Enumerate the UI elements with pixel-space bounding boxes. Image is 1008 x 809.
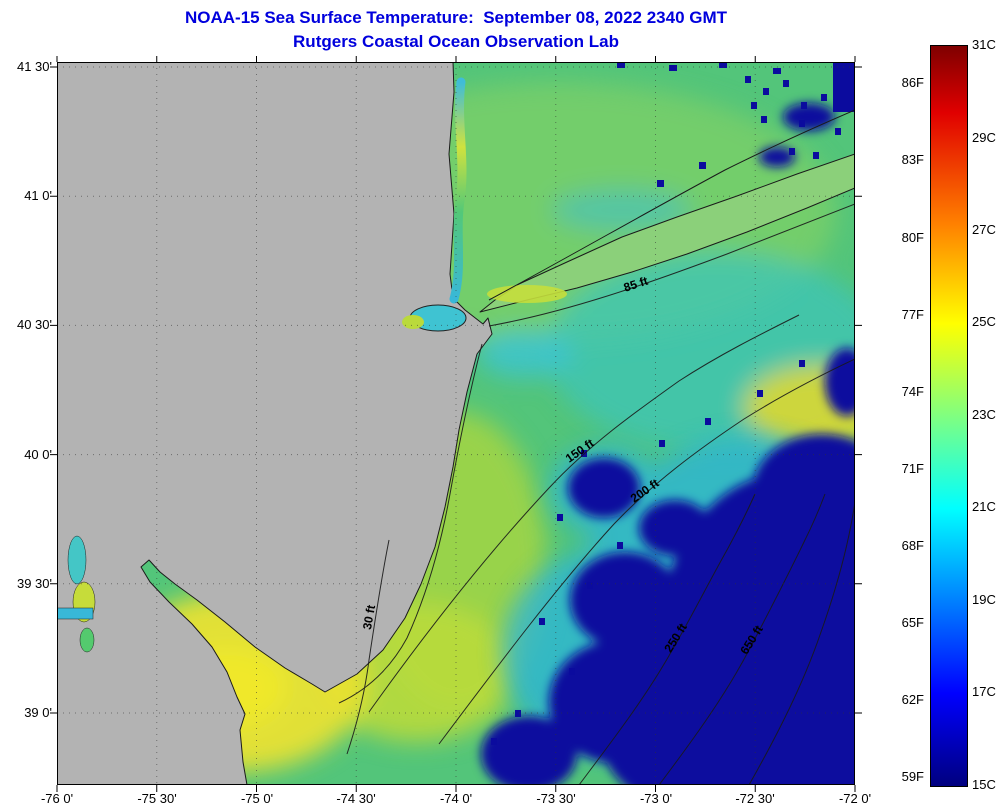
colorbar-fahrenheit-label: 59F <box>901 769 924 784</box>
map-canvas: 85 ft 150 ft 200 ft 250 ft 650 ft 30 ft <box>50 56 862 792</box>
temperature-colorbar <box>930 45 968 787</box>
colorbar-celsius-label: 21C <box>972 499 996 514</box>
connecticut-coastline <box>488 109 855 301</box>
long-island <box>479 153 855 313</box>
colorbar-celsius-label: 19C <box>972 592 996 607</box>
long-island-warm-patch <box>487 285 567 303</box>
cold-water-region <box>481 62 855 785</box>
x-tick-label: -76 0' <box>40 791 74 806</box>
map-plot-area: 85 ft 150 ft 200 ft 250 ft 650 ft 30 ft <box>50 56 862 792</box>
colorbar-celsius-label: 25C <box>972 314 996 329</box>
colorbar-celsius-label: 17C <box>972 684 996 699</box>
ny-harbor <box>402 304 467 332</box>
x-tick-label: -73 0' <box>639 791 673 806</box>
colorbar-fahrenheit-label: 83F <box>901 152 924 167</box>
y-tick-label: 41 30' <box>16 59 52 74</box>
x-tick-label: -74 30' <box>336 791 376 806</box>
chesapeake-bay-water <box>57 535 96 653</box>
x-tick-label: -75 30' <box>137 791 177 806</box>
colorbar-celsius-label: 23C <box>972 407 996 422</box>
colorbar-fahrenheit-label: 86F <box>901 75 924 90</box>
contour-label-30ft: 30 ft <box>360 604 378 631</box>
colorbar-fahrenheit-label: 65F <box>901 615 924 630</box>
land-mass <box>57 62 493 785</box>
hudson-river <box>449 77 467 304</box>
map-subtitle: Rutgers Coastal Ocean Observation Lab <box>293 32 619 51</box>
colorbar-fahrenheit-label: 62F <box>901 692 924 707</box>
cloud-pixel-speckles <box>491 62 847 745</box>
map-title: NOAA-15 Sea Surface Temperature: Septemb… <box>184 8 728 27</box>
y-tick-label: 40 0' <box>24 447 52 462</box>
x-tick-label: -74 0' <box>439 791 473 806</box>
x-tick-label: -75 0' <box>240 791 274 806</box>
colorbar-celsius-label: 27C <box>972 222 996 237</box>
depth-contours <box>338 203 855 785</box>
colorbar-fahrenheit-label: 74F <box>901 384 924 399</box>
x-tick-label: -72 0' <box>838 791 872 806</box>
x-tick-label: -73 30' <box>536 791 576 806</box>
axis-frame <box>57 62 855 785</box>
colorbar-fahrenheit-label: 71F <box>901 461 924 476</box>
axis-ticks <box>50 56 862 792</box>
colorbar-celsius-label: 31C <box>972 37 996 52</box>
x-tick-label: -72 30' <box>735 791 775 806</box>
y-tick-label: 39 0' <box>24 705 52 720</box>
colorbar-celsius-label: 15C <box>972 777 996 792</box>
y-tick-label: 41 0' <box>24 188 52 203</box>
colorbar-fahrenheit-label: 80F <box>901 230 924 245</box>
y-tick-label: 39 30' <box>16 576 52 591</box>
colorbar-fahrenheit-label: 77F <box>901 307 924 322</box>
colorbar-fahrenheit-label: 68F <box>901 538 924 553</box>
y-tick-label: 40 30' <box>16 317 52 332</box>
colorbar-celsius-label: 29C <box>972 130 996 145</box>
